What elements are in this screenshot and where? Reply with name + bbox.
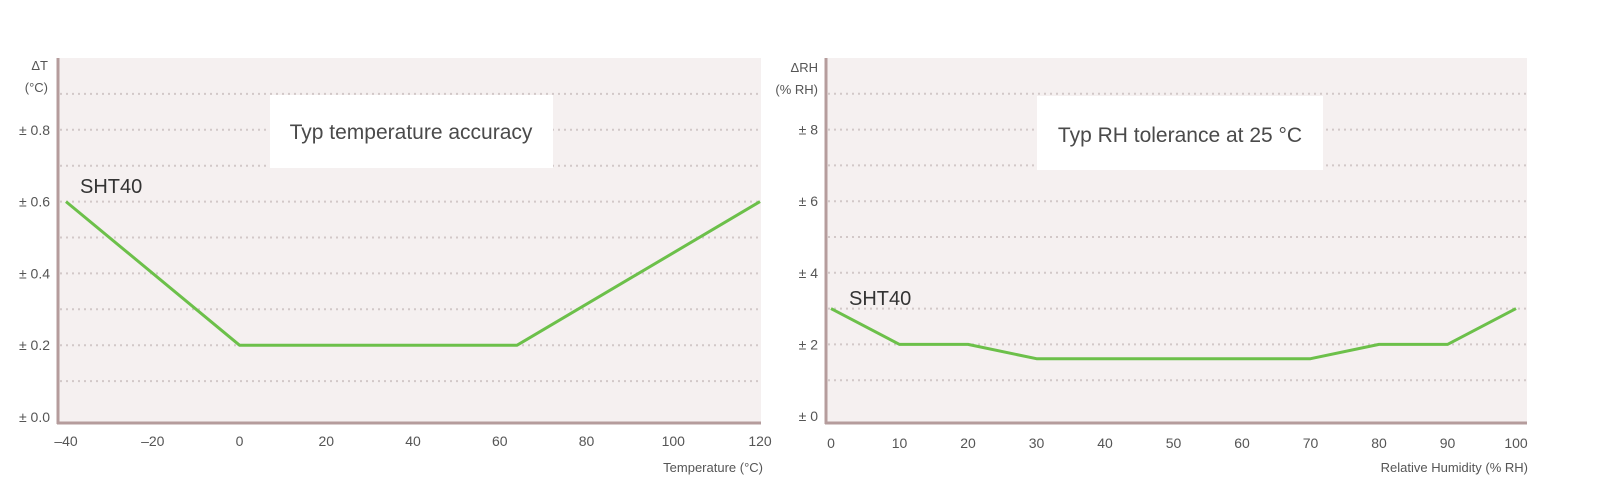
y-tick-label: ± 0.4	[19, 265, 50, 281]
y-tick-label: ± 0	[799, 408, 819, 424]
series-line-sht40	[65, 200, 761, 347]
x-tick-label: 60	[492, 433, 508, 449]
x-tick-label: 30	[1029, 435, 1045, 451]
chart-title: Typ temperature accuracy	[290, 121, 533, 144]
x-tick-label: 100	[662, 433, 686, 449]
y-axis-label-line1: ΔT	[31, 58, 48, 73]
x-tick-labels: –40 –20 0 20 40 60 80 100 120	[54, 433, 772, 449]
chart-title: Typ RH tolerance at 25 °C	[1058, 124, 1302, 147]
x-tick-labels: 0 10 20 30 40 50 60 70 80 90 100	[827, 435, 1528, 451]
y-tick-labels: ± 0 ± 2 ± 4 ± 6 ± 8	[799, 122, 819, 424]
y-tick-label: ± 6	[799, 193, 819, 209]
title-box	[1037, 96, 1323, 170]
y-tick-label: ± 2	[799, 336, 819, 352]
y-tick-label: ± 0.0	[19, 409, 50, 425]
y-tick-label: ± 4	[799, 265, 819, 281]
x-tick-label: 80	[579, 433, 595, 449]
x-tick-label: 70	[1303, 435, 1319, 451]
title-box	[270, 95, 553, 168]
series-line-sht40	[830, 307, 1517, 361]
x-axis-label: Temperature (°C)	[663, 460, 763, 475]
x-tick-label: 10	[892, 435, 908, 451]
x-tick-label: 50	[1166, 435, 1182, 451]
x-tick-label: 100	[1504, 435, 1528, 451]
x-tick-label: 90	[1440, 435, 1456, 451]
x-tick-label: –40	[54, 433, 78, 449]
x-tick-label: 40	[1097, 435, 1113, 451]
x-tick-label: 80	[1371, 435, 1387, 451]
x-tick-label: –20	[141, 433, 165, 449]
y-tick-labels: ± 0.0 ± 0.2 ± 0.4 ± 0.6 ± 0.8	[19, 122, 50, 425]
x-axis-label: Relative Humidity (% RH)	[1381, 460, 1528, 475]
y-axis-label-line1: ΔRH	[791, 60, 818, 75]
x-tick-label: 0	[827, 435, 835, 451]
y-axis-label-line2: (% RH)	[775, 82, 818, 97]
y-tick-label: ± 0.6	[19, 194, 50, 210]
series-label: SHT40	[80, 176, 142, 198]
y-tick-label: ± 0.8	[19, 122, 50, 138]
y-axis-label-line2: (°C)	[25, 80, 48, 95]
x-tick-label: 120	[748, 433, 772, 449]
rh-tolerance-chart: ± 0 ± 2 ± 4 ± 6 ± 8 0 10 20 30 40 50 60 70 80 90 100 Δ…	[775, 58, 1528, 475]
y-tick-label: ± 0.2	[19, 337, 50, 353]
x-tick-label: 40	[405, 433, 421, 449]
temperature-accuracy-chart: ± 0.0 ± 0.2 ± 0.4 ± 0.6 ± 0.8 –40 –20 0 20 40 60 8…	[19, 58, 772, 475]
x-tick-label: 0	[236, 433, 244, 449]
series-label: SHT40	[849, 288, 911, 310]
x-tick-label: 60	[1234, 435, 1250, 451]
x-tick-label: 20	[318, 433, 334, 449]
y-tick-label: ± 8	[799, 122, 819, 138]
x-tick-label: 20	[960, 435, 976, 451]
